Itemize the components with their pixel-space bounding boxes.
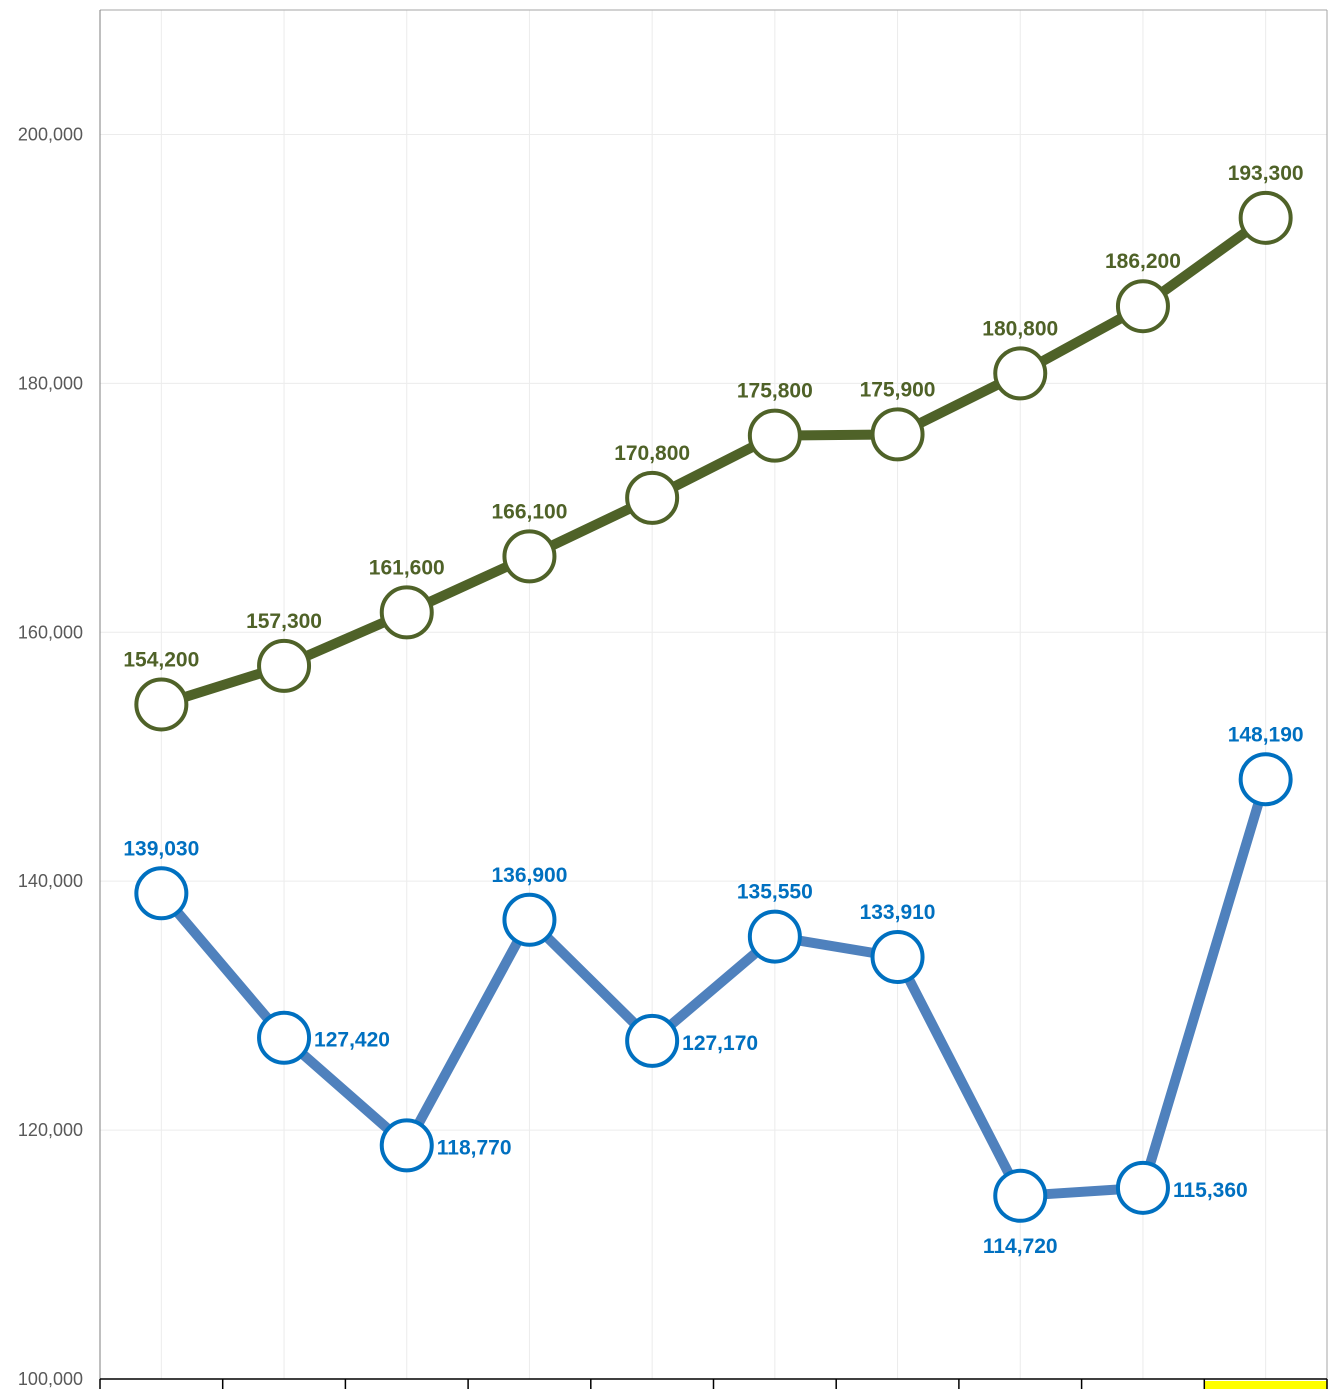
data-label: 186,200 xyxy=(1105,250,1181,273)
data-label: 175,800 xyxy=(737,380,813,403)
data-label: 127,170 xyxy=(682,1032,758,1055)
data-label: 157,300 xyxy=(246,610,322,633)
data-point-marker xyxy=(379,585,434,640)
series-layer xyxy=(134,190,1293,1223)
data-label: 193,300 xyxy=(1228,162,1304,185)
y-tick-label: 200,000 xyxy=(18,124,83,144)
data-point-marker xyxy=(134,866,189,921)
data-label: 175,900 xyxy=(860,378,936,401)
data-label: 118,770 xyxy=(437,1136,512,1159)
data-point-marker xyxy=(747,408,802,463)
data-point-marker xyxy=(625,470,680,525)
data-point-marker xyxy=(625,1013,680,1068)
data-label: 148,190 xyxy=(1228,723,1304,746)
highlight-layer xyxy=(1204,1381,1327,1389)
data-point-marker xyxy=(1115,279,1170,334)
data-point-marker xyxy=(747,909,802,964)
data-label: 139,030 xyxy=(123,837,199,860)
data-point-marker xyxy=(1115,1160,1170,1215)
data-point-marker xyxy=(993,346,1048,401)
data-point-marker xyxy=(870,929,925,984)
data-point-marker xyxy=(379,1118,434,1173)
data-label: 166,100 xyxy=(491,500,567,523)
data-point-marker xyxy=(502,892,557,947)
series-line xyxy=(156,774,1271,1201)
data-label: 180,800 xyxy=(982,317,1058,340)
grid-layer xyxy=(100,10,1327,1379)
data-label: 154,200 xyxy=(123,648,199,671)
data-label: 170,800 xyxy=(614,442,690,465)
y-tick-label: 160,000 xyxy=(18,622,83,642)
data-point-marker xyxy=(1238,190,1293,245)
data-point-marker xyxy=(870,407,925,462)
highlighted-category-band xyxy=(1204,1381,1327,1389)
data-label: 133,910 xyxy=(860,901,936,924)
data-label: 161,600 xyxy=(369,556,445,579)
y-tick-label: 120,000 xyxy=(18,1120,83,1140)
data-point-marker xyxy=(993,1168,1048,1223)
plot-area xyxy=(100,10,1327,1379)
y-tick-label: 100,000 xyxy=(18,1369,83,1389)
data-point-marker xyxy=(502,529,557,584)
y-tick-label: 180,000 xyxy=(18,373,83,393)
data-label: 115,360 xyxy=(1173,1179,1248,1202)
data-label: 114,720 xyxy=(983,1235,1058,1258)
series-line xyxy=(156,212,1271,710)
axis-layer: 100,000 120,000 140,000 160,000 180,000 200,0… xyxy=(18,9,1328,1389)
data-point-marker xyxy=(257,638,312,693)
y-tick-label: 140,000 xyxy=(18,871,83,891)
data-point-marker xyxy=(134,677,189,732)
data-label: 127,420 xyxy=(314,1029,390,1052)
data-label: 135,550 xyxy=(737,881,813,904)
data-point-marker xyxy=(1238,752,1293,807)
label-layer: 154,200 157,300 161,600 166,100 170,800 175,8… xyxy=(123,162,1303,1258)
data-point-marker xyxy=(257,1010,312,1065)
data-label: 136,900 xyxy=(491,864,567,887)
